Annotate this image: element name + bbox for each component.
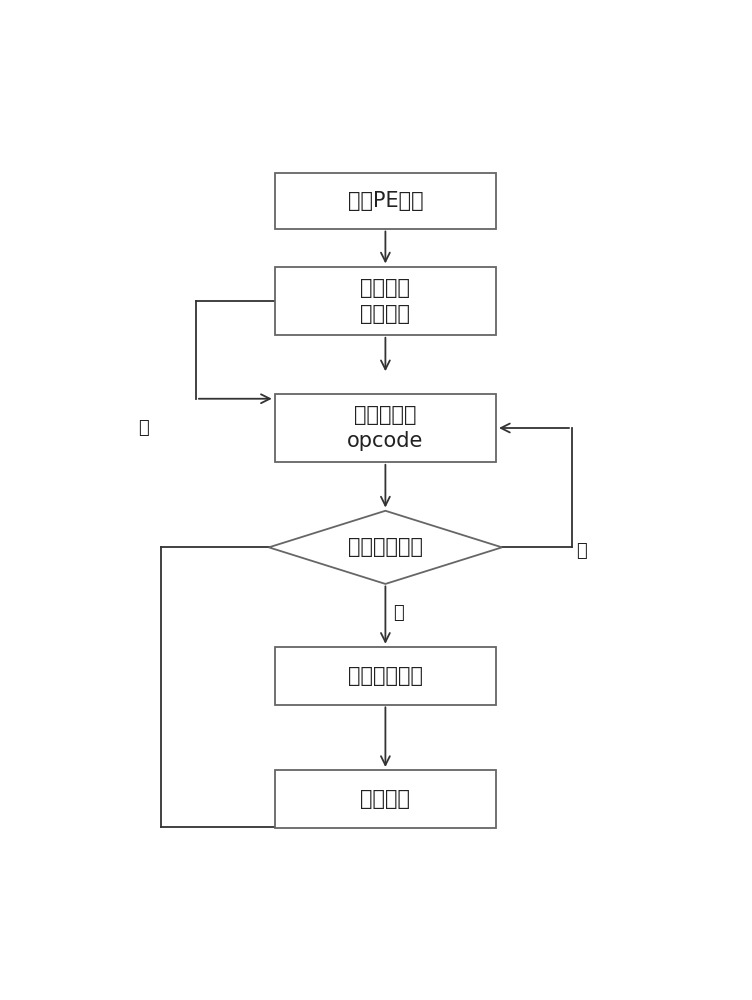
Text: 标记为基本块: 标记为基本块 <box>348 666 423 686</box>
Text: 识别PE结构: 识别PE结构 <box>347 191 423 211</box>
Bar <box>274 394 496 462</box>
Text: 是: 是 <box>393 604 404 622</box>
Text: 否: 否 <box>577 542 587 560</box>
Text: 读取内存: 读取内存 <box>360 789 411 809</box>
Text: 是否跳转指令: 是否跳转指令 <box>348 537 423 557</box>
Bar <box>274 173 496 229</box>
Text: 分析下一条
opcode: 分析下一条 opcode <box>347 405 423 451</box>
Polygon shape <box>269 511 502 584</box>
Bar <box>274 267 496 335</box>
Bar <box>274 770 496 828</box>
Text: 否: 否 <box>138 419 149 437</box>
Text: 获得导入
导出函数: 获得导入 导出函数 <box>360 278 411 324</box>
Bar <box>274 647 496 705</box>
